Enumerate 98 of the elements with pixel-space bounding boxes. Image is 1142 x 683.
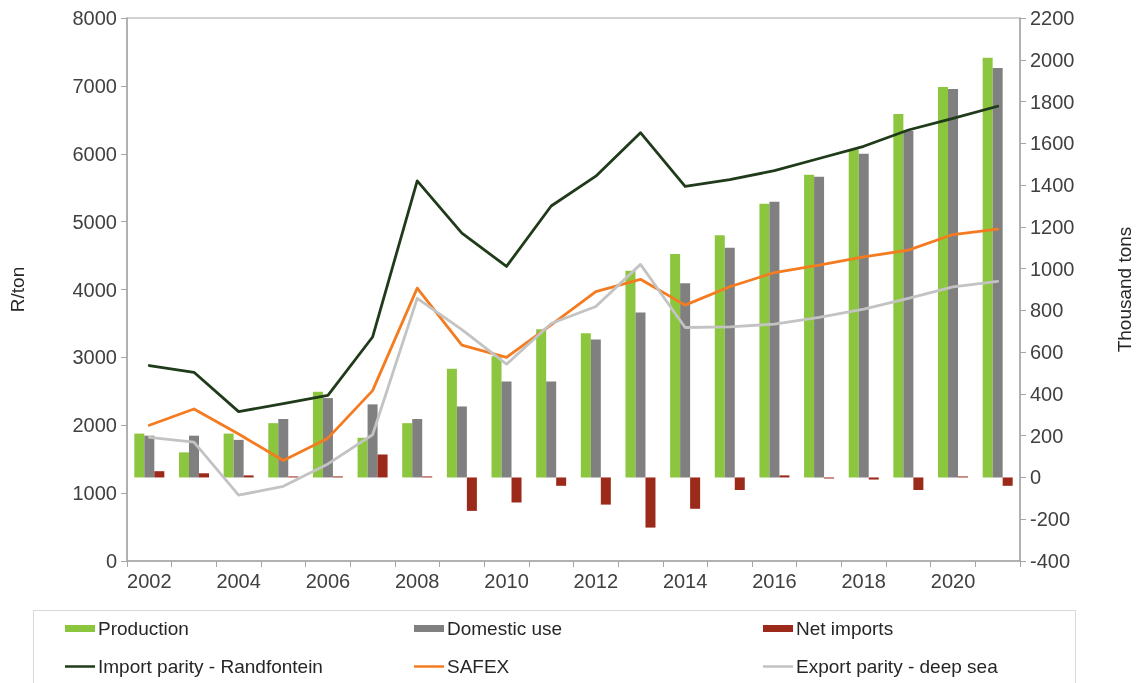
x-tick-label: 2004	[216, 570, 261, 592]
y-tick-label: 7000	[72, 74, 117, 97]
bar	[680, 283, 691, 478]
bar	[556, 477, 567, 486]
bar	[412, 418, 423, 478]
bar	[178, 452, 189, 478]
y2-tick-label: 1800	[1030, 90, 1075, 113]
bar	[948, 89, 959, 478]
y-tick-label: 8000	[72, 7, 117, 29]
bar	[590, 339, 601, 478]
bar	[243, 475, 254, 478]
bar	[501, 381, 512, 478]
bar	[134, 433, 145, 478]
bar	[625, 270, 636, 478]
x-tick-label: 2018	[841, 570, 886, 592]
bar	[491, 356, 502, 478]
bar	[734, 477, 745, 490]
bar	[779, 475, 790, 478]
bar	[511, 477, 522, 503]
y-axis-title: R/ton	[7, 266, 28, 313]
legend-label: Net imports	[796, 618, 894, 639]
y2-tick-label: 600	[1030, 341, 1064, 364]
bar	[724, 247, 735, 478]
bar	[580, 333, 591, 478]
bar	[322, 398, 333, 478]
bar	[759, 203, 770, 478]
y-tick-label: 6000	[72, 142, 117, 165]
line-series	[147, 227, 1000, 462]
bar	[893, 114, 904, 478]
bar	[814, 176, 825, 478]
legend-label: Import parity - Randfontein	[98, 656, 323, 677]
bar	[938, 86, 949, 478]
line-series	[147, 262, 1000, 497]
legend-label: Export parity - deep sea	[796, 656, 999, 677]
bar	[357, 437, 368, 478]
bar	[982, 57, 993, 478]
y2-tick-label: 1200	[1030, 215, 1075, 238]
y-tick-label: 4000	[72, 278, 117, 301]
bar	[804, 174, 815, 478]
bar	[233, 439, 244, 478]
bar	[278, 418, 289, 478]
y-tick-label: 3000	[72, 346, 117, 369]
bar	[144, 435, 155, 478]
y2-tick-label: 0	[1030, 466, 1042, 489]
y2-axis-title: Thousand tons	[1114, 226, 1135, 353]
x-tick-label: 2008	[394, 570, 440, 592]
bar	[536, 329, 547, 478]
y2-tick-label: 1000	[1030, 257, 1075, 280]
bar	[188, 435, 199, 478]
bar	[868, 477, 879, 480]
y2-tick-label: 1600	[1030, 132, 1075, 155]
bar	[600, 477, 611, 505]
y2-tick-label: 2200	[1030, 7, 1075, 29]
bar	[714, 235, 725, 478]
x-tick-label: 2020	[930, 570, 976, 592]
bar	[466, 477, 477, 511]
y2-tick-label: 2000	[1030, 48, 1075, 71]
x-tick-label: 2016	[752, 570, 797, 592]
bar	[367, 404, 378, 478]
legend-label: SAFEX	[447, 656, 510, 677]
bar	[992, 68, 1003, 478]
bar	[377, 454, 388, 478]
y2-tick-label: 800	[1030, 299, 1064, 322]
bar	[223, 433, 234, 478]
y2-tick-label: -400	[1030, 550, 1071, 572]
legend-label: Production	[98, 618, 189, 639]
bar	[769, 201, 780, 478]
x-tick-label: 2006	[305, 570, 351, 592]
bar	[903, 130, 914, 478]
x-tick-label: 2010	[484, 570, 529, 592]
bar	[635, 312, 646, 478]
y2-tick-label: 1400	[1030, 174, 1075, 197]
bar	[858, 153, 869, 478]
bar	[670, 254, 681, 478]
bar	[456, 406, 467, 478]
bar	[546, 381, 557, 478]
y-tick-label: 0	[105, 550, 117, 572]
legend-label: Domestic use	[447, 618, 563, 639]
line-series	[147, 104, 1000, 414]
bar	[1002, 477, 1013, 486]
bar	[198, 473, 209, 478]
y-tick-label: 1000	[72, 482, 117, 505]
bar	[154, 471, 165, 478]
y2-tick-label: -200	[1030, 508, 1071, 531]
bar	[446, 368, 457, 478]
y-tick-label: 5000	[72, 210, 117, 233]
x-tick-label: 2014	[662, 570, 708, 592]
bar	[645, 477, 656, 528]
bar	[913, 477, 924, 490]
y2-tick-label: 400	[1030, 382, 1064, 405]
bar	[268, 423, 279, 478]
bar	[848, 149, 859, 478]
bar	[690, 477, 701, 509]
y2-tick-label: 200	[1030, 424, 1064, 447]
bar	[402, 423, 413, 478]
x-tick-label: 2012	[573, 570, 619, 592]
x-tick-label: 2002	[127, 570, 172, 592]
y-tick-label: 2000	[72, 414, 117, 437]
